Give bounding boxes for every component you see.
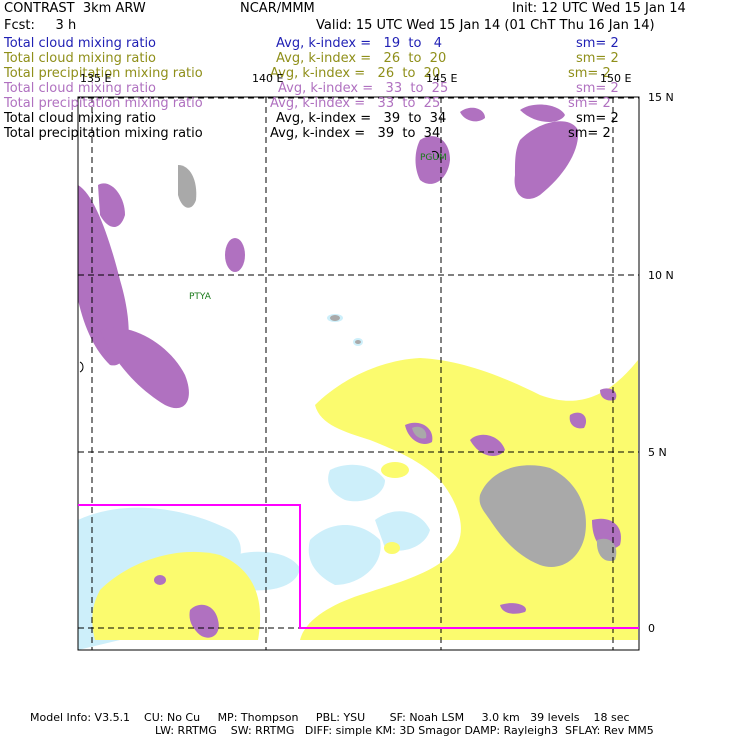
legend-sm: sm= 2 (576, 51, 619, 66)
lat-label: 10 N (648, 269, 674, 282)
lon-label: 150 E (600, 72, 632, 85)
island-outline (431, 151, 439, 159)
legend-label: Total precipitation mixing ratio (4, 66, 203, 81)
lat-label: 5 N (648, 446, 667, 459)
lon-label: 135 E (80, 72, 112, 85)
model-title: CONTRAST 3km ARW (4, 1, 146, 16)
legend-sm: sm= 2 (576, 81, 619, 96)
legend-sm: sm= 2 (576, 36, 619, 51)
island-outline (79, 361, 84, 373)
station-label-pgum: PGUM (420, 153, 447, 163)
legend-avg: Avg, k-index = 33 to 25 (278, 81, 449, 96)
forecast-hour: Fcst: 3 h (4, 18, 77, 33)
legend-label: Total cloud mixing ratio (4, 111, 157, 126)
legend-label: Total cloud mixing ratio (4, 51, 157, 66)
lat-label: 15 N (648, 91, 674, 104)
map-frame (77, 96, 640, 651)
legend-avg: Avg, k-index = 19 to 4 (276, 36, 443, 51)
legend-avg: Avg, k-index = 39 to 34 (276, 111, 447, 126)
model-info-line1: Model Info: V3.5.1 CU: No Cu MP: Thompso… (30, 711, 630, 724)
lon-label: 145 E (426, 72, 458, 85)
legend-sm: sm= 2 (576, 111, 619, 126)
valid-time: Valid: 15 UTC Wed 15 Jan 14 (01 ChT Thu … (316, 18, 655, 33)
gray-cloud-layer (178, 165, 617, 567)
org-label: NCAR/MMM (240, 1, 315, 16)
legend-sm: sm= 2 (568, 66, 611, 81)
lat-label: 0 (648, 622, 655, 635)
legend-label: Total cloud mixing ratio (4, 36, 157, 51)
legend-avg: Avg, k-index = 33 to 25 (270, 96, 441, 111)
station-label-ptya: PTYA (189, 292, 211, 302)
lon-label: 140 E (252, 72, 284, 85)
legend-sm: sm= 2 (568, 96, 611, 111)
legend-label: Total precipitation mixing ratio (4, 126, 203, 141)
legend-label: Total precipitation mixing ratio (4, 96, 203, 111)
legend-avg: Avg, k-index = 26 to 20 (270, 66, 441, 81)
init-time: Init: 12 UTC Wed 15 Jan 14 (512, 1, 686, 16)
yellow-cloud-layer (92, 358, 638, 640)
model-info-line2: LW: RRTMG SW: RRTMG DIFF: simple KM: 3D … (155, 724, 654, 737)
nested-domain-box (78, 504, 639, 629)
legend-sm: sm= 2 (568, 126, 611, 141)
legend-avg: Avg, k-index = 39 to 34 (270, 126, 441, 141)
legend-avg: Avg, k-index = 26 to 20 (276, 51, 447, 66)
legend-label: Total cloud mixing ratio (4, 81, 157, 96)
